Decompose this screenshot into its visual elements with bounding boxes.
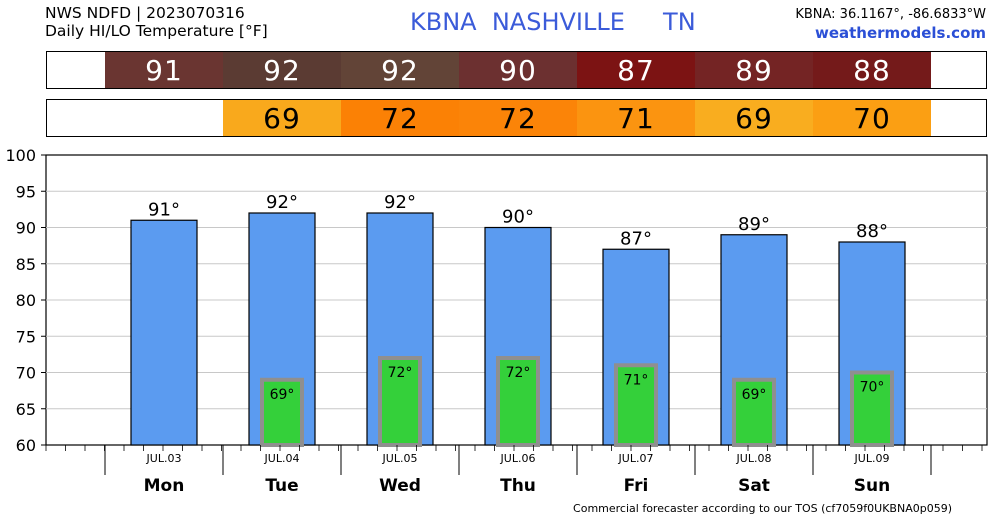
low-bar [496, 356, 540, 447]
x-date-label: JUL.03 [146, 452, 182, 465]
x-date-label: JUL.07 [618, 452, 654, 465]
y-tick-label: 65 [16, 400, 36, 419]
y-tick-label: 95 [16, 182, 36, 201]
high-bar-label: 89° [738, 214, 770, 235]
low-bar-label: 69° [742, 387, 767, 403]
low-bar-label: 72° [388, 365, 413, 381]
x-date-label: JUL.04 [264, 452, 300, 465]
y-tick-label: 80 [16, 291, 36, 310]
x-day-label: Sat [738, 476, 770, 496]
low-temp-strip: 69 72 72 71 69 70 [46, 99, 987, 137]
footer-note: Commercial forecaster according to our T… [573, 502, 952, 515]
x-date-label: JUL.06 [500, 452, 536, 465]
high-bar-label: 87° [620, 228, 652, 249]
low-bar-label: 72° [506, 365, 531, 381]
y-tick-label: 85 [16, 255, 36, 274]
station-title: KBNA NASHVILLE TN [410, 8, 696, 36]
strip-hi-cell: 87 [577, 52, 695, 88]
strip-hi-cell: 90 [459, 52, 577, 88]
low-bar-label: 69° [270, 387, 295, 403]
high-bar-label: 91° [148, 199, 180, 220]
strip-lo-cell: 69 [223, 100, 341, 136]
high-bar-label: 88° [856, 221, 888, 242]
strip-lo-cell: 72 [459, 100, 577, 136]
x-day-label: Fri [624, 476, 649, 496]
product-label: Daily HI/LO Temperature [°F] [45, 22, 268, 40]
model-run-label: NWS NDFD | 2023070316 [45, 4, 245, 22]
site-link[interactable]: weathermodels.com [814, 24, 986, 42]
x-date-label: JUL.05 [382, 452, 418, 465]
low-bar [732, 377, 776, 447]
y-tick-label: 70 [16, 364, 36, 383]
header-left: NWS NDFD | 2023070316 Daily HI/LO Temper… [45, 4, 268, 40]
strip-hi-cell: 92 [223, 52, 341, 88]
strip-hi-cell: 88 [813, 52, 931, 88]
low-bar [260, 377, 304, 447]
y-tick-label: 75 [16, 327, 36, 346]
x-date-label: JUL.08 [736, 452, 772, 465]
low-bar [850, 370, 894, 447]
x-day-label: Sun [854, 476, 890, 496]
x-day-label: Tue [265, 476, 298, 496]
low-bar-label: 71° [624, 372, 649, 388]
low-bar [378, 356, 422, 447]
strip-lo-cell: 71 [577, 100, 695, 136]
x-date-label: JUL.09 [854, 452, 890, 465]
low-bar-label: 70° [860, 380, 885, 396]
header-right: KBNA: 36.1167°, -86.6833°W weathermodels… [795, 5, 986, 43]
y-tick-label: 60 [16, 436, 36, 455]
strip-lo-cell: 70 [813, 100, 931, 136]
high-bar-label: 92° [384, 192, 416, 213]
x-day-label: Mon [144, 476, 185, 496]
low-bar [614, 363, 658, 447]
high-temp-strip: 91 92 92 90 87 89 88 [46, 51, 987, 89]
strip-hi-cell: 92 [341, 52, 459, 88]
x-day-label: Wed [379, 476, 421, 496]
strip-lo-cell: 72 [341, 100, 459, 136]
y-tick-label: 100 [5, 146, 36, 165]
high-bar-label: 92° [266, 192, 298, 213]
high-bar-label: 90° [502, 207, 534, 228]
strip-hi-cell: 91 [105, 52, 223, 88]
y-tick-label: 90 [16, 219, 36, 238]
strip-lo-cell: 69 [695, 100, 813, 136]
high-bar [130, 219, 198, 446]
strip-hi-cell: 89 [695, 52, 813, 88]
x-day-label: Thu [500, 476, 536, 496]
station-coords: KBNA: 36.1167°, -86.6833°W [795, 7, 986, 22]
